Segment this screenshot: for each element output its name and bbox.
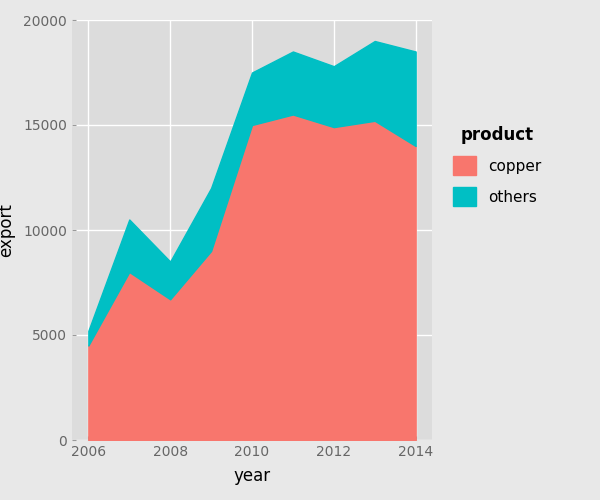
X-axis label: year: year xyxy=(233,467,271,485)
Y-axis label: export: export xyxy=(0,203,15,257)
Legend: copper, others: copper, others xyxy=(447,120,547,212)
